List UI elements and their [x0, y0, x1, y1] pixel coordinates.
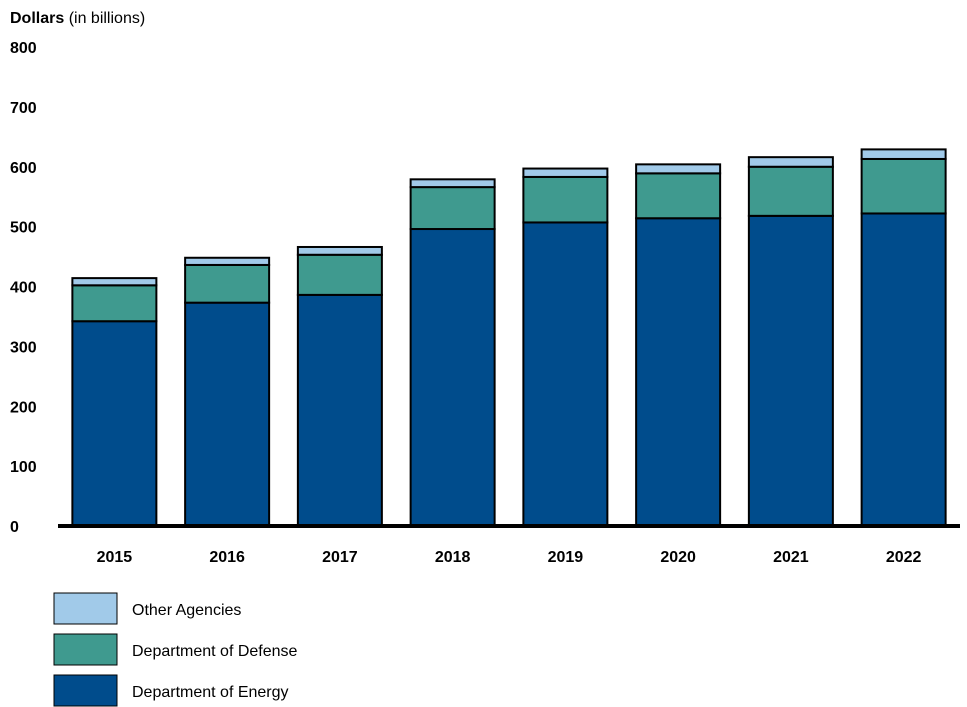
- bar-2015-department-of-defense: [71, 284, 158, 323]
- x-tick-label-2022: 2022: [886, 549, 922, 566]
- x-tick-label-2020: 2020: [660, 549, 696, 566]
- legend-label-department-of-defense: Department of Defense: [132, 643, 298, 660]
- bar-2022-department-of-energy: [860, 212, 947, 527]
- x-axis-ticks: 2015 2016 2017 2018 2019 2020 2021 2022: [97, 549, 922, 566]
- y-tick-label-300: 300: [10, 339, 37, 356]
- legend-swatch-department-of-energy: [53, 674, 118, 707]
- y-tick-label-100: 100: [10, 459, 37, 476]
- y-tick-label-500: 500: [10, 220, 37, 237]
- bar-2019-department-of-energy: [522, 221, 609, 527]
- bar-2022-other-agencies: [860, 148, 947, 160]
- y-axis-ticks: 0 100 200 300 400 500 600 700 800: [10, 40, 37, 536]
- bar-2021-department-of-defense: [747, 165, 834, 217]
- x-tick-label-2018: 2018: [435, 549, 471, 566]
- bar-2016-department-of-defense: [184, 263, 271, 304]
- y-axis-label: Dollars (in billions): [10, 10, 145, 27]
- bar-2018-department-of-defense: [409, 186, 496, 231]
- bar-2017-department-of-defense: [296, 253, 383, 296]
- y-axis-label-main: Dollars: [10, 10, 64, 27]
- bar-2019-other-agencies: [522, 167, 609, 178]
- y-tick-label-600: 600: [10, 160, 37, 177]
- x-tick-label-2019: 2019: [548, 549, 584, 566]
- y-axis-label-unit: (in billions): [64, 10, 145, 27]
- y-tick-label-200: 200: [10, 399, 37, 416]
- y-tick-label-700: 700: [10, 100, 37, 117]
- bar-2020-other-agencies: [635, 163, 722, 175]
- bar-2018-department-of-energy: [409, 228, 496, 528]
- x-tick-label-2017: 2017: [322, 549, 358, 566]
- bar-2015-other-agencies: [71, 277, 158, 287]
- legend-swatch-department-of-defense: [53, 633, 118, 666]
- y-tick-label-400: 400: [10, 280, 37, 297]
- y-tick-label-0: 0: [10, 519, 19, 536]
- y-tick-label-800: 800: [10, 40, 37, 57]
- bar-2016-other-agencies: [184, 256, 271, 266]
- bar-2016-department-of-energy: [184, 301, 271, 528]
- bar-2015-department-of-energy: [71, 320, 158, 528]
- bar-2018-other-agencies: [409, 178, 496, 189]
- legend-label-department-of-energy: Department of Energy: [132, 684, 289, 701]
- bar-2017-other-agencies: [296, 245, 383, 256]
- bar-2022-department-of-defense: [860, 157, 947, 215]
- bar-2017-department-of-energy: [296, 293, 383, 527]
- bars: [71, 148, 947, 528]
- legend-label-other-agencies: Other Agencies: [132, 602, 241, 619]
- bar-2021-department-of-energy: [747, 214, 834, 527]
- x-tick-label-2016: 2016: [209, 549, 245, 566]
- x-tick-label-2015: 2015: [97, 549, 133, 566]
- bar-2020-department-of-energy: [635, 217, 722, 527]
- legend: Other Agencies Department of Defense Depar…: [53, 592, 298, 707]
- bar-2021-other-agencies: [747, 156, 834, 168]
- bar-2020-department-of-defense: [635, 172, 722, 220]
- bar-2019-department-of-defense: [522, 175, 609, 224]
- x-tick-label-2021: 2021: [773, 549, 809, 566]
- legend-swatch-other-agencies: [53, 592, 118, 625]
